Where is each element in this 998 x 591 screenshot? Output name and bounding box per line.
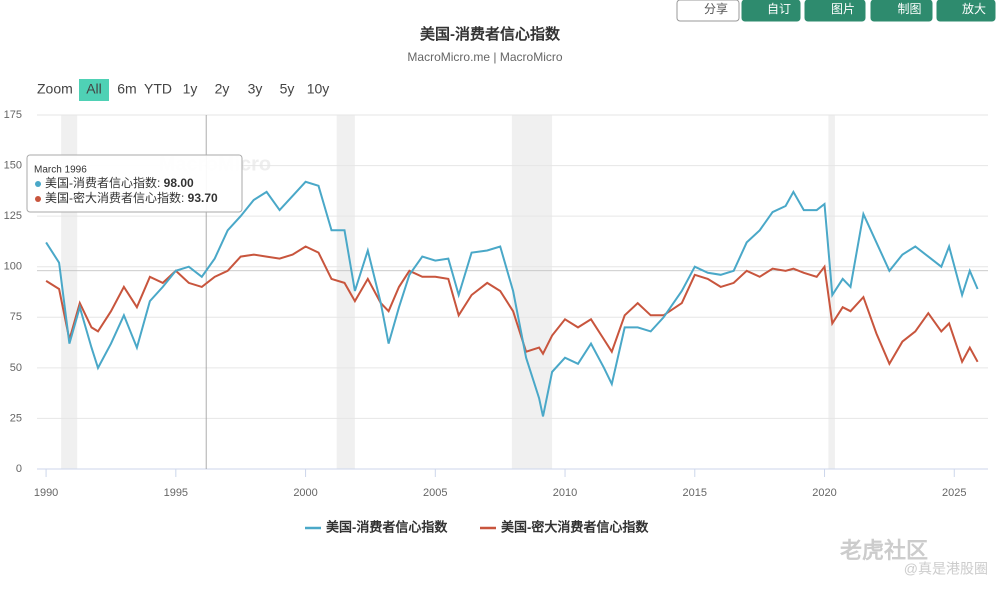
x-tick-label: 2020 bbox=[812, 487, 836, 499]
shaded-range bbox=[511, 115, 553, 469]
x-tick-label: 2010 bbox=[553, 487, 577, 499]
zoom-button[interactable]: 5y bbox=[280, 81, 295, 97]
series-line bbox=[45, 180, 979, 417]
zoom-button[interactable]: 10y bbox=[307, 81, 330, 97]
y-tick-label: 0 bbox=[16, 463, 22, 475]
tooltip-box bbox=[26, 154, 243, 213]
toolbar-label: 自订 bbox=[767, 2, 791, 16]
tooltip-name: 美国-消费者信心指数 bbox=[45, 175, 157, 190]
toolbar-button[interactable] bbox=[870, 0, 933, 22]
tooltip-value: 93.70 bbox=[188, 191, 218, 205]
zoom-label: Zoom bbox=[37, 81, 73, 97]
tooltip-value: 98.00 bbox=[164, 176, 194, 190]
zoom-button[interactable]: 2y bbox=[215, 81, 230, 97]
toolbar-button[interactable] bbox=[804, 0, 866, 22]
y-tick-label: 25 bbox=[10, 412, 22, 424]
watermark-brand: 老虎社区 bbox=[839, 538, 928, 563]
toolbar-button[interactable] bbox=[741, 0, 801, 22]
y-tick-label: 100 bbox=[4, 261, 22, 273]
x-tick-label: 1990 bbox=[34, 487, 58, 499]
toolbar-label: 放大 bbox=[962, 1, 986, 16]
toolbar-label: 分享 bbox=[704, 1, 728, 16]
legend-label[interactable]: 美国-密大消费者信心指数 bbox=[501, 519, 649, 534]
tooltip-sep: : bbox=[157, 176, 164, 190]
tooltip-item: 美国-消费者信心指数: 98.00 bbox=[45, 175, 194, 190]
y-tick-label: 150 bbox=[4, 159, 22, 171]
toolbar-label: 图片 bbox=[831, 2, 855, 16]
toolbar-button[interactable] bbox=[676, 0, 740, 22]
chart-title: 美国-消费者信心指数 bbox=[420, 25, 561, 43]
toolbar-label: 制图 bbox=[897, 2, 921, 16]
legend-label[interactable]: 美国-消费者信心指数 bbox=[326, 519, 448, 534]
zoom-button[interactable]: 6m bbox=[117, 81, 136, 97]
tooltip-sep: : bbox=[181, 191, 188, 205]
shaded-range bbox=[336, 115, 355, 469]
x-tick-label: 2000 bbox=[293, 487, 317, 499]
zoom-button[interactable]: All bbox=[86, 81, 102, 97]
tooltip-item: 美国-密大消费者信心指数: 93.70 bbox=[45, 190, 218, 205]
series-line bbox=[45, 245, 979, 367]
y-tick-label: 75 bbox=[10, 311, 22, 323]
tooltip-title: March 1996 bbox=[34, 165, 87, 176]
chart-subtitle: MacroMicro.me | MacroMicro bbox=[407, 50, 562, 64]
y-tick-label: 175 bbox=[4, 109, 22, 121]
zoom-active bbox=[79, 79, 109, 101]
x-tick-label: 2005 bbox=[423, 487, 447, 499]
zoom-button[interactable]: YTD bbox=[144, 81, 172, 97]
watermark-handle: @真是港股圈 bbox=[904, 561, 988, 577]
tooltip-name: 美国-密大消费者信心指数 bbox=[45, 190, 181, 205]
y-tick-label: 125 bbox=[4, 210, 22, 222]
x-tick-label: 2015 bbox=[683, 487, 707, 499]
toolbar-button[interactable] bbox=[936, 0, 996, 22]
y-tick-label: 50 bbox=[10, 362, 22, 374]
x-tick-label: 1995 bbox=[164, 487, 188, 499]
tooltip-dot bbox=[35, 196, 41, 202]
zoom-button[interactable]: 3y bbox=[248, 81, 263, 97]
tooltip-dot bbox=[35, 181, 41, 187]
x-tick-label: 2025 bbox=[942, 487, 966, 499]
zoom-button[interactable]: 1y bbox=[183, 81, 198, 97]
